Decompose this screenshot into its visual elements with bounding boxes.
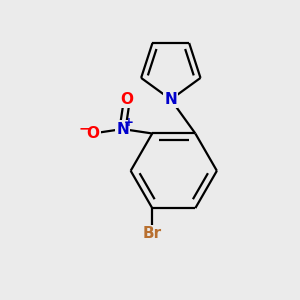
Text: Br: Br [143,226,162,241]
Text: O: O [121,92,134,107]
Text: N: N [116,122,129,136]
Text: +: + [124,116,134,129]
Text: −: − [79,121,90,135]
Text: O: O [86,126,99,141]
Text: N: N [164,92,177,107]
